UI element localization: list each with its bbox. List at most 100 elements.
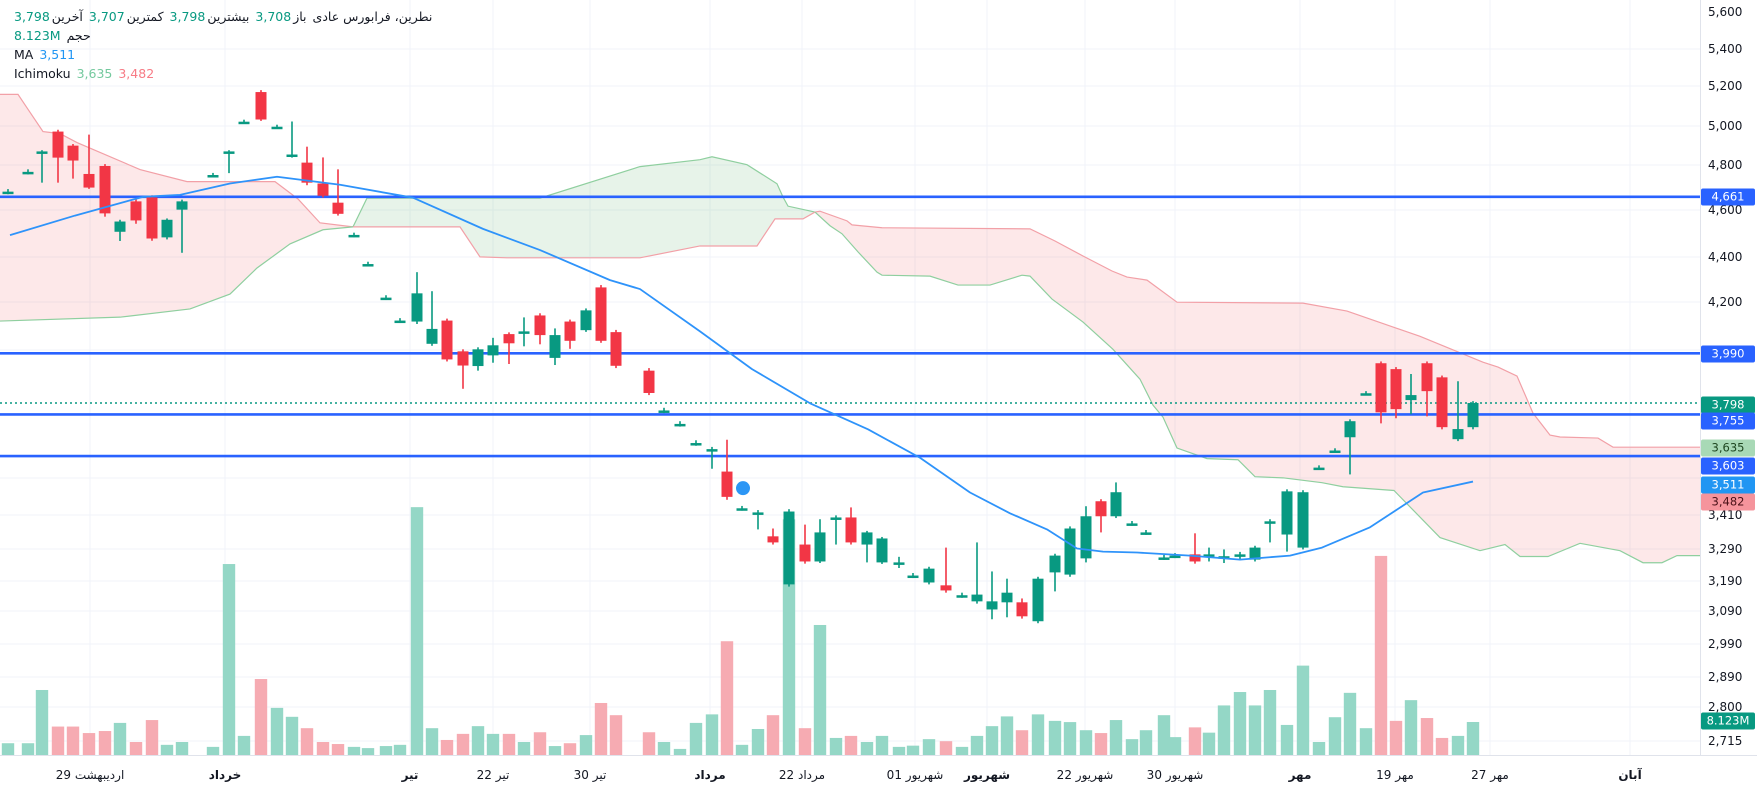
candle-body xyxy=(1452,429,1464,440)
time-tick-label: 30 شهریور xyxy=(1146,768,1204,782)
volume-bar xyxy=(379,746,393,755)
candle-body xyxy=(814,532,826,562)
candle-body xyxy=(595,287,607,341)
candle-body xyxy=(207,175,219,178)
ma-line xyxy=(9,175,1474,561)
volume-bar xyxy=(657,741,671,755)
candle-body xyxy=(52,131,64,158)
volume-bar xyxy=(813,624,827,755)
candle-body xyxy=(271,126,283,130)
time-tick-label: 22 تیر xyxy=(476,768,510,782)
candle-body xyxy=(940,585,952,591)
volume-bar xyxy=(82,733,96,755)
time-tick-label: 29 اردیبهشت xyxy=(55,768,125,782)
ichimoku-a-value: 3,635 xyxy=(76,66,113,81)
volume-bar xyxy=(1000,716,1014,755)
volume-value: 8.123M xyxy=(14,28,61,43)
candle-body xyxy=(67,145,79,161)
volume-bar xyxy=(955,746,969,755)
ichimoku-cloud-red xyxy=(815,211,1700,563)
candle-body xyxy=(1064,528,1076,575)
volume-bar xyxy=(1435,737,1449,755)
volume-bar xyxy=(844,735,858,755)
volume-bar xyxy=(21,743,35,755)
time-tick-label: 30 تیر xyxy=(573,768,607,782)
legend-panel: 3,798 آخرین 3,707 کمترین 3,798 بیشترین 3… xyxy=(14,8,432,84)
volume-bar xyxy=(875,735,889,755)
candle-body xyxy=(956,595,968,598)
last-label: آخرین xyxy=(51,9,83,24)
price-badge[interactable]: 8.123M xyxy=(1701,712,1755,730)
volume-bar xyxy=(579,735,593,755)
price-tick-label: 3,190 xyxy=(1708,574,1743,588)
price-badge[interactable]: 3,798 xyxy=(1701,396,1755,414)
volume-bar xyxy=(642,732,656,755)
volume-bar xyxy=(300,728,314,755)
price-tick-label: 3,090 xyxy=(1708,604,1743,618)
candle-body xyxy=(1297,492,1309,548)
candle-body xyxy=(971,594,983,602)
candle-body xyxy=(736,508,748,511)
candle-body xyxy=(830,517,842,520)
candle-body xyxy=(332,202,344,214)
volume-bar xyxy=(331,744,345,755)
price-badge[interactable]: 3,990 xyxy=(1701,345,1755,363)
volume-bar xyxy=(502,733,516,755)
volume-bar xyxy=(798,728,812,755)
volume-bar xyxy=(751,728,765,755)
volume-bar xyxy=(316,741,330,755)
symbol-title[interactable]: نطرین، فرابورس عادی xyxy=(312,9,433,24)
senkou-b-line xyxy=(0,226,354,322)
volume-bar xyxy=(1343,692,1357,755)
candle-body xyxy=(876,538,888,563)
candle-body xyxy=(1249,547,1261,560)
price-badge[interactable]: 3,482 xyxy=(1701,493,1755,511)
candle-body xyxy=(1095,501,1107,517)
volume-bar xyxy=(892,746,906,755)
volume-bar xyxy=(98,731,112,755)
candle-body xyxy=(845,517,857,543)
candle-body xyxy=(457,351,469,366)
senkou-b-line xyxy=(353,211,816,259)
legend-volume-row: 8.123M حجم xyxy=(14,27,432,44)
volume-bar xyxy=(206,746,220,755)
event-marker-dot[interactable] xyxy=(736,481,750,496)
time-axis-separator xyxy=(0,755,1757,756)
candle-body xyxy=(1016,602,1028,617)
volume-label: حجم xyxy=(66,28,91,43)
volume-bar xyxy=(1188,727,1202,755)
price-badge[interactable]: 3,635 xyxy=(1701,439,1755,457)
volume-bar xyxy=(486,733,500,755)
volume-bar xyxy=(939,741,953,755)
price-badge[interactable]: 3,511 xyxy=(1701,476,1755,494)
candle-body xyxy=(380,297,392,301)
candle-body xyxy=(36,151,48,154)
high-label: بیشترین xyxy=(207,9,250,24)
candle-body xyxy=(1203,554,1215,557)
candle-body xyxy=(487,345,499,356)
volume-bar xyxy=(129,741,143,755)
candle-body xyxy=(1080,516,1092,559)
volume-bar xyxy=(1109,720,1123,755)
volume-bar xyxy=(222,564,236,755)
candle-body xyxy=(1329,450,1341,454)
price-badge[interactable]: 3,603 xyxy=(1701,457,1755,475)
volume-bar xyxy=(1280,724,1294,755)
price-badge[interactable]: 4,661 xyxy=(1701,188,1755,206)
volume-bar xyxy=(471,726,485,755)
price-tick-label: 3,410 xyxy=(1708,508,1743,522)
volume-bar xyxy=(1157,715,1171,755)
candle-body xyxy=(1390,369,1402,410)
candle-body xyxy=(1405,395,1417,401)
volume-bar xyxy=(1168,737,1182,755)
price-badge[interactable]: 3,755 xyxy=(1701,412,1755,430)
volume-bar xyxy=(361,748,375,755)
legend-open: 3,708 باز xyxy=(255,8,306,25)
time-tick-label: 22 شهریور xyxy=(1056,768,1114,782)
ichimoku-b-value: 3,482 xyxy=(118,66,155,81)
candle-body xyxy=(362,264,374,267)
candle-body xyxy=(643,370,655,393)
candle-body xyxy=(1049,555,1061,573)
